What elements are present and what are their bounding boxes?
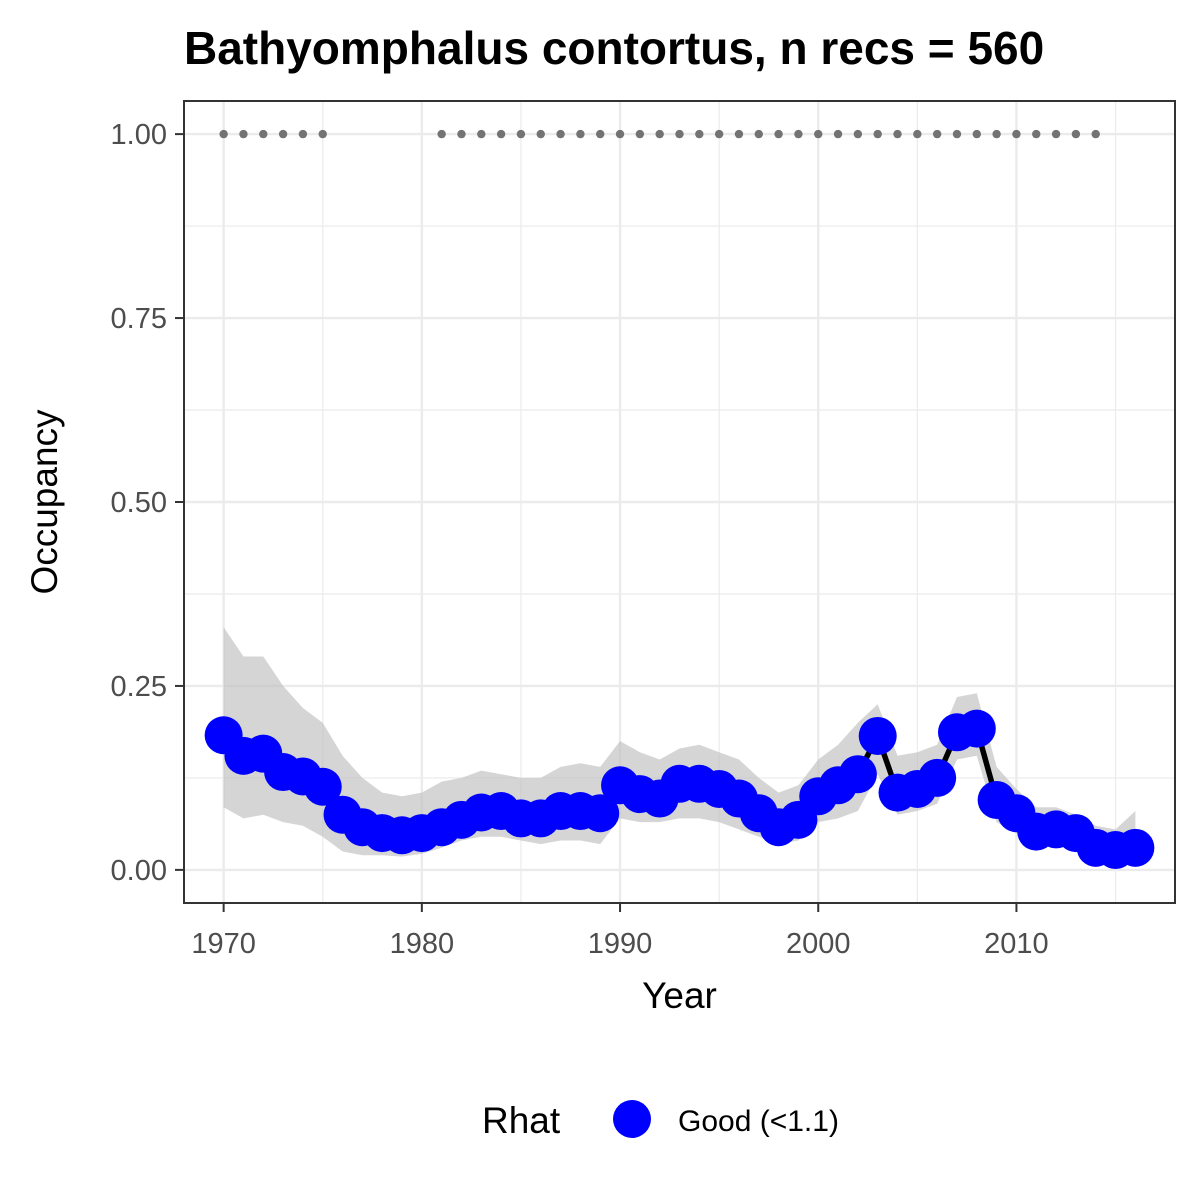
record-dot [278,129,288,139]
occupancy-point [918,758,957,797]
record-dot [714,129,724,139]
record-dot [556,129,565,139]
occupancy-point [581,794,620,833]
occupancy-point [838,755,877,794]
record-dot [913,129,922,139]
record-dot [794,129,803,139]
occupancy-point [858,716,897,755]
record-dot [1071,129,1081,139]
x-axis-title: Year [642,975,717,1016]
legend-title: Rhat [482,1100,561,1141]
x-tick-label: 1980 [390,928,455,960]
x-tick-label: 1990 [588,928,653,960]
x-tick-label: 1970 [191,928,256,960]
record-dot [635,129,645,139]
points-layer [204,709,1155,870]
x-tick-label: 2010 [984,928,1049,960]
record-dot [734,129,744,139]
record-dot [873,129,882,139]
y-tick-label: 1.00 [111,119,167,151]
record-dot [1032,129,1041,139]
record-dot [298,129,308,139]
record-dot [932,129,942,139]
record-dot [516,129,526,139]
record-dot [1012,129,1021,139]
record-dot [655,129,664,139]
record-dot [437,129,446,139]
record-dot [675,129,684,139]
occupancy-point [303,767,342,806]
record-dot [536,129,545,139]
record-dot [496,129,506,139]
record-dot [615,129,625,139]
legend: Rhat Good (<1.1) [482,1100,839,1141]
record-dot [239,129,248,139]
record-dot [952,129,962,139]
record-dots-layer [219,129,1100,139]
record-dot [992,129,1001,139]
record-dot [259,129,268,139]
chart-title: Bathyomphalus contortus, n recs = 560 [184,22,1044,74]
legend-label: Good (<1.1) [678,1105,839,1138]
y-tick-label: 0.75 [111,303,167,335]
record-dot [774,129,783,139]
record-dot [457,129,466,139]
panel [183,100,1176,904]
record-dot [1091,129,1100,139]
record-dot [972,129,981,139]
x-axis: 1970 1980 1990 2000 2010 [191,903,1049,960]
record-dot [814,129,823,139]
record-dot [576,129,585,139]
y-axis: 0.00 0.25 0.50 0.75 1.00 [111,119,184,887]
y-axis-title: Occupancy [24,409,65,595]
occupancy-point [957,709,996,748]
record-dot [318,129,327,139]
record-dot [893,129,902,139]
x-tick-label: 2000 [786,928,851,960]
record-dot [219,129,228,139]
record-dot [1051,129,1061,139]
record-dot [754,129,763,139]
occupancy-point [1116,828,1155,867]
y-tick-label: 0.00 [111,855,167,887]
y-tick-label: 0.25 [111,671,167,703]
record-dot [853,129,863,139]
record-dot [477,129,486,139]
record-dot [596,129,605,139]
record-dot [833,129,843,139]
record-dot [695,129,704,139]
legend-key [613,1100,651,1138]
y-tick-label: 0.50 [111,487,167,519]
